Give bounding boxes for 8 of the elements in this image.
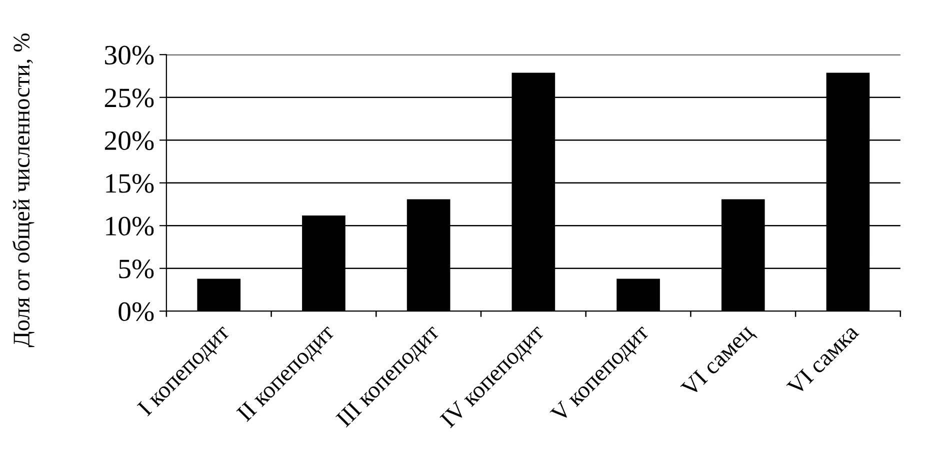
y-tick-label: 0% — [118, 302, 154, 322]
y-tick-label: 10% — [106, 216, 154, 236]
y-axis-title: Доля от общей численности, % — [12, 33, 34, 348]
y-tick-label: 30% — [105, 46, 154, 65]
y-tick-label: 25% — [104, 88, 154, 108]
y-tick-label: 15% — [106, 174, 154, 193]
y-tick-label: 5% — [119, 260, 154, 278]
y-tick-label: 20% — [104, 131, 154, 150]
